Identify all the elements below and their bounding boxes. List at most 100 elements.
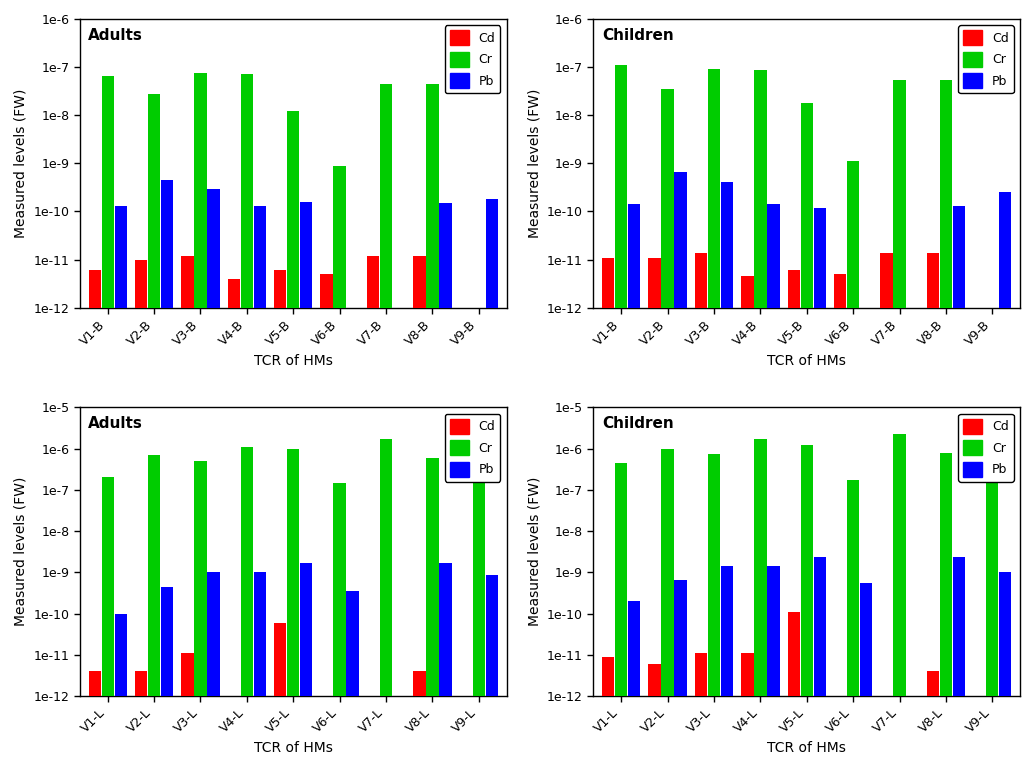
Bar	[101, 76, 114, 769]
Bar	[274, 271, 286, 769]
Bar	[860, 583, 873, 769]
Bar	[101, 478, 114, 769]
Bar	[662, 89, 674, 769]
Bar	[814, 208, 826, 769]
Bar	[615, 463, 628, 769]
Bar	[253, 206, 266, 769]
Legend: Cd, Cr, Pb: Cd, Cr, Pb	[445, 414, 500, 481]
Bar	[754, 71, 766, 769]
Legend: Cd, Cr, Pb: Cd, Cr, Pb	[959, 414, 1014, 481]
Y-axis label: Measured levels (FW): Measured levels (FW)	[13, 88, 28, 238]
Bar	[940, 79, 952, 769]
Bar	[321, 274, 333, 769]
Bar	[134, 260, 147, 769]
Bar	[148, 455, 160, 769]
Bar	[300, 201, 312, 769]
Bar	[893, 434, 906, 769]
X-axis label: TCR of HMs: TCR of HMs	[253, 354, 333, 368]
Bar	[379, 439, 392, 769]
Bar	[926, 252, 939, 769]
Bar	[999, 192, 1011, 769]
Bar	[161, 180, 174, 769]
Bar	[602, 657, 614, 769]
Y-axis label: Measured levels (FW): Measured levels (FW)	[527, 88, 542, 238]
Bar	[708, 454, 720, 769]
Bar	[662, 448, 674, 769]
Text: Adults: Adults	[88, 416, 144, 431]
Bar	[926, 671, 939, 769]
Bar	[721, 182, 733, 769]
Bar	[194, 461, 207, 769]
Bar	[181, 256, 193, 769]
Bar	[115, 614, 127, 769]
Bar	[333, 482, 345, 769]
Bar	[367, 256, 379, 769]
Bar	[148, 95, 160, 769]
Bar	[134, 671, 147, 769]
Bar	[207, 572, 219, 769]
Bar	[628, 601, 640, 769]
Bar	[893, 79, 906, 769]
Bar	[767, 205, 780, 769]
Bar	[674, 172, 687, 769]
X-axis label: TCR of HMs: TCR of HMs	[767, 741, 846, 755]
Bar	[602, 258, 614, 769]
Bar	[439, 203, 452, 769]
Legend: Cd, Cr, Pb: Cd, Cr, Pb	[445, 25, 500, 93]
Bar	[287, 449, 300, 769]
Bar	[814, 558, 826, 769]
Text: Adults: Adults	[88, 28, 144, 42]
Bar	[986, 445, 999, 769]
Bar	[880, 252, 892, 769]
Bar	[788, 612, 800, 769]
Bar	[287, 112, 300, 769]
Bar	[741, 653, 754, 769]
Bar	[207, 188, 219, 769]
Bar	[834, 274, 846, 769]
Bar	[648, 664, 661, 769]
Bar	[379, 84, 392, 769]
Bar	[754, 439, 766, 769]
Bar	[241, 447, 253, 769]
Bar	[161, 587, 174, 769]
Bar	[615, 65, 628, 769]
Bar	[628, 205, 640, 769]
Bar	[486, 575, 498, 769]
X-axis label: TCR of HMs: TCR of HMs	[767, 354, 846, 368]
Bar	[253, 572, 266, 769]
Bar	[194, 73, 207, 769]
Text: Children: Children	[602, 28, 674, 42]
Bar	[767, 566, 780, 769]
Bar	[227, 279, 240, 769]
Bar	[414, 671, 426, 769]
Bar	[721, 566, 733, 769]
Bar	[800, 445, 813, 769]
Bar	[426, 84, 438, 769]
Bar	[800, 103, 813, 769]
Bar	[241, 75, 253, 769]
Bar	[274, 623, 286, 769]
Bar	[414, 256, 426, 769]
X-axis label: TCR of HMs: TCR of HMs	[253, 741, 333, 755]
Bar	[708, 69, 720, 769]
Bar	[847, 481, 859, 769]
Bar	[300, 563, 312, 769]
Bar	[695, 252, 707, 769]
Bar	[695, 653, 707, 769]
Bar	[181, 653, 193, 769]
Bar	[741, 276, 754, 769]
Bar	[788, 271, 800, 769]
Text: Children: Children	[602, 416, 674, 431]
Bar	[115, 206, 127, 769]
Bar	[439, 563, 452, 769]
Bar	[333, 165, 345, 769]
Bar	[674, 580, 687, 769]
Bar	[486, 199, 498, 769]
Bar	[89, 271, 101, 769]
Bar	[426, 458, 438, 769]
Bar	[346, 591, 359, 769]
Bar	[847, 161, 859, 769]
Legend: Cd, Cr, Pb: Cd, Cr, Pb	[959, 25, 1014, 93]
Bar	[952, 558, 965, 769]
Bar	[89, 671, 101, 769]
